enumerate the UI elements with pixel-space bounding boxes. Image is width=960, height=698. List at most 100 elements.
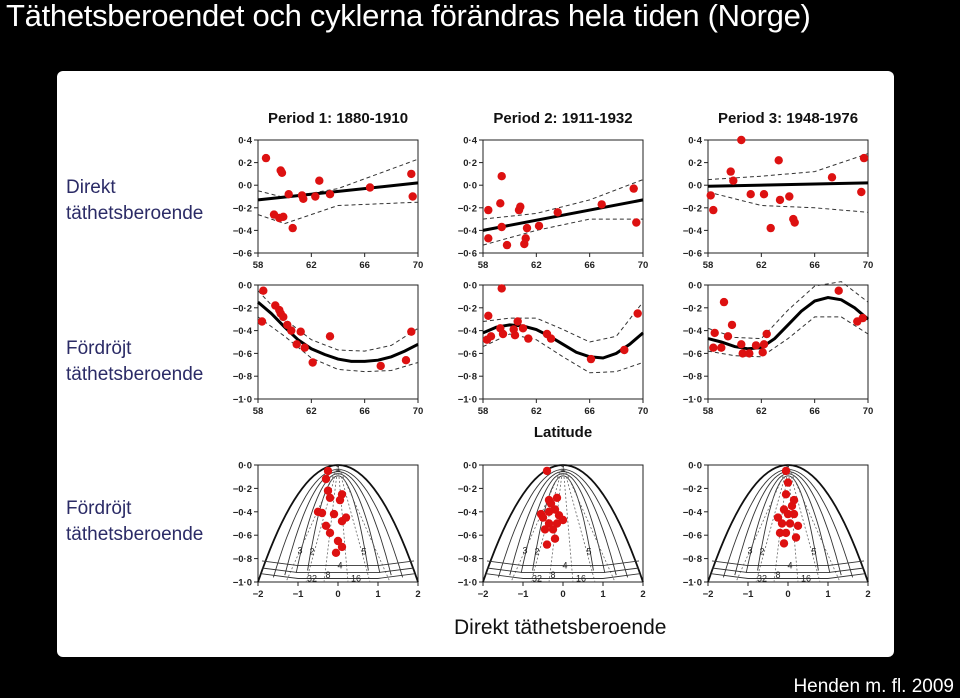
contour-label: 1 (335, 464, 340, 474)
data-point (773, 513, 783, 522)
data-point (775, 195, 785, 205)
period-contour (307, 475, 369, 571)
period-ray (787, 464, 821, 583)
period-contour (284, 471, 392, 576)
y-tick-label: −0·4 (683, 507, 703, 518)
confidence-band-lower (257, 316, 419, 373)
data-point (762, 329, 771, 339)
y-tick-label: −0·2 (233, 484, 252, 495)
y-tick-label: −0·6 (458, 349, 477, 360)
y-tick-label: −0·6 (458, 531, 477, 542)
panel-r1-c1: 0·4 0·2 0·0 −0·2 −0·4 −0·658 62 66 70 Period 1: 1… (233, 110, 424, 271)
data-point (553, 208, 562, 217)
data-point (261, 153, 271, 163)
y-tick-label: −0·6 (683, 249, 702, 260)
data-point (745, 349, 754, 358)
data-point (552, 493, 562, 502)
contour-label: 4 (787, 561, 792, 571)
data-point (486, 332, 496, 341)
y-tick-label: −0·4 (233, 326, 253, 337)
data-point (738, 349, 747, 358)
data-point (331, 548, 341, 557)
data-point (257, 317, 267, 326)
data-point (827, 173, 837, 182)
data-point (727, 320, 737, 330)
x-tick-label: 58 (478, 406, 489, 417)
y-tick-label: −0·6 (233, 349, 252, 360)
contour-label: 5 (586, 547, 591, 557)
data-point (325, 332, 335, 341)
contour-label: 4 (562, 561, 567, 571)
y-tick-label: −1·0 (233, 395, 252, 406)
x-tick-label: 0 (560, 589, 565, 600)
data-point (323, 486, 333, 495)
x-tick-label: 1 (375, 589, 381, 600)
data-point (484, 234, 493, 243)
confidence-band-lower (482, 333, 644, 374)
data-point (287, 326, 296, 335)
base-contour (486, 567, 640, 574)
y-tick-label: −0·2 (683, 303, 702, 314)
data-point (365, 183, 375, 192)
panel-r1-c3: 0·4 0·2 0·0 −0·2 −0·4 −0·658 62 66 70 Period 3: 1… (683, 110, 874, 271)
data-point (329, 509, 339, 519)
x-tick-label: −1 (293, 589, 305, 600)
y-tick-label: −0·4 (233, 226, 253, 237)
data-point (737, 135, 746, 145)
data-point (548, 525, 558, 534)
period-ray (562, 464, 596, 583)
data-point (785, 519, 795, 528)
period-contour (757, 475, 819, 571)
data-point (277, 168, 287, 177)
period-ray (562, 464, 574, 583)
data-point (853, 317, 862, 326)
row-label-line2: täthetsberoende (66, 364, 204, 385)
contour-label: 3 (522, 545, 527, 555)
y-tick-label: −0·8 (233, 372, 252, 383)
confidence-band-lower (707, 316, 869, 358)
data-point (408, 192, 417, 201)
x-tick-label: 2 (865, 589, 870, 600)
data-point (775, 528, 785, 538)
data-point (292, 340, 301, 349)
contour-label: 16 (801, 573, 811, 583)
confidence-band-upper (257, 290, 419, 352)
y-tick-label: −1·0 (458, 395, 477, 406)
data-point (502, 240, 512, 250)
y-tick-label: −0·4 (683, 326, 703, 337)
data-point (859, 153, 869, 163)
contour-label: 1 (560, 464, 565, 474)
y-tick-label: −0·8 (683, 372, 702, 383)
x-tick-label: 70 (638, 260, 649, 271)
contour-label: 4 (337, 561, 342, 571)
data-point (781, 466, 791, 476)
x-tick-label: 70 (413, 260, 424, 271)
data-point (586, 354, 596, 364)
data-point (401, 356, 411, 365)
data-point (376, 361, 385, 371)
y-tick-label: −0·4 (233, 507, 253, 518)
data-point (540, 525, 550, 534)
y-tick-label: −0·6 (458, 249, 477, 260)
base-contour (711, 573, 865, 579)
period-ray (337, 464, 349, 583)
data-point (726, 167, 735, 176)
x-tick-label: 66 (359, 260, 370, 271)
contour-label: 32 (532, 573, 542, 583)
contour-label: 8 (775, 570, 780, 580)
data-point (538, 513, 548, 522)
data-point (315, 176, 324, 185)
period-contour (295, 473, 381, 573)
y-tick-label: −0·4 (458, 226, 478, 237)
x-tick-label: 70 (863, 260, 874, 271)
x-tick-label: 1 (825, 589, 831, 600)
x-tick-label: 2 (640, 589, 645, 600)
x-tick-label: 66 (584, 260, 595, 271)
contour-label: 16 (576, 573, 586, 583)
y-tick-label: −0·2 (458, 203, 477, 214)
row-label-line2: täthetsberoende (66, 203, 204, 224)
y-tick-label: 0·2 (688, 158, 702, 169)
period-title: Period 3: 1948-1976 (718, 110, 858, 127)
row-label-line1: Fördröjt (66, 338, 132, 359)
data-point (498, 329, 508, 339)
